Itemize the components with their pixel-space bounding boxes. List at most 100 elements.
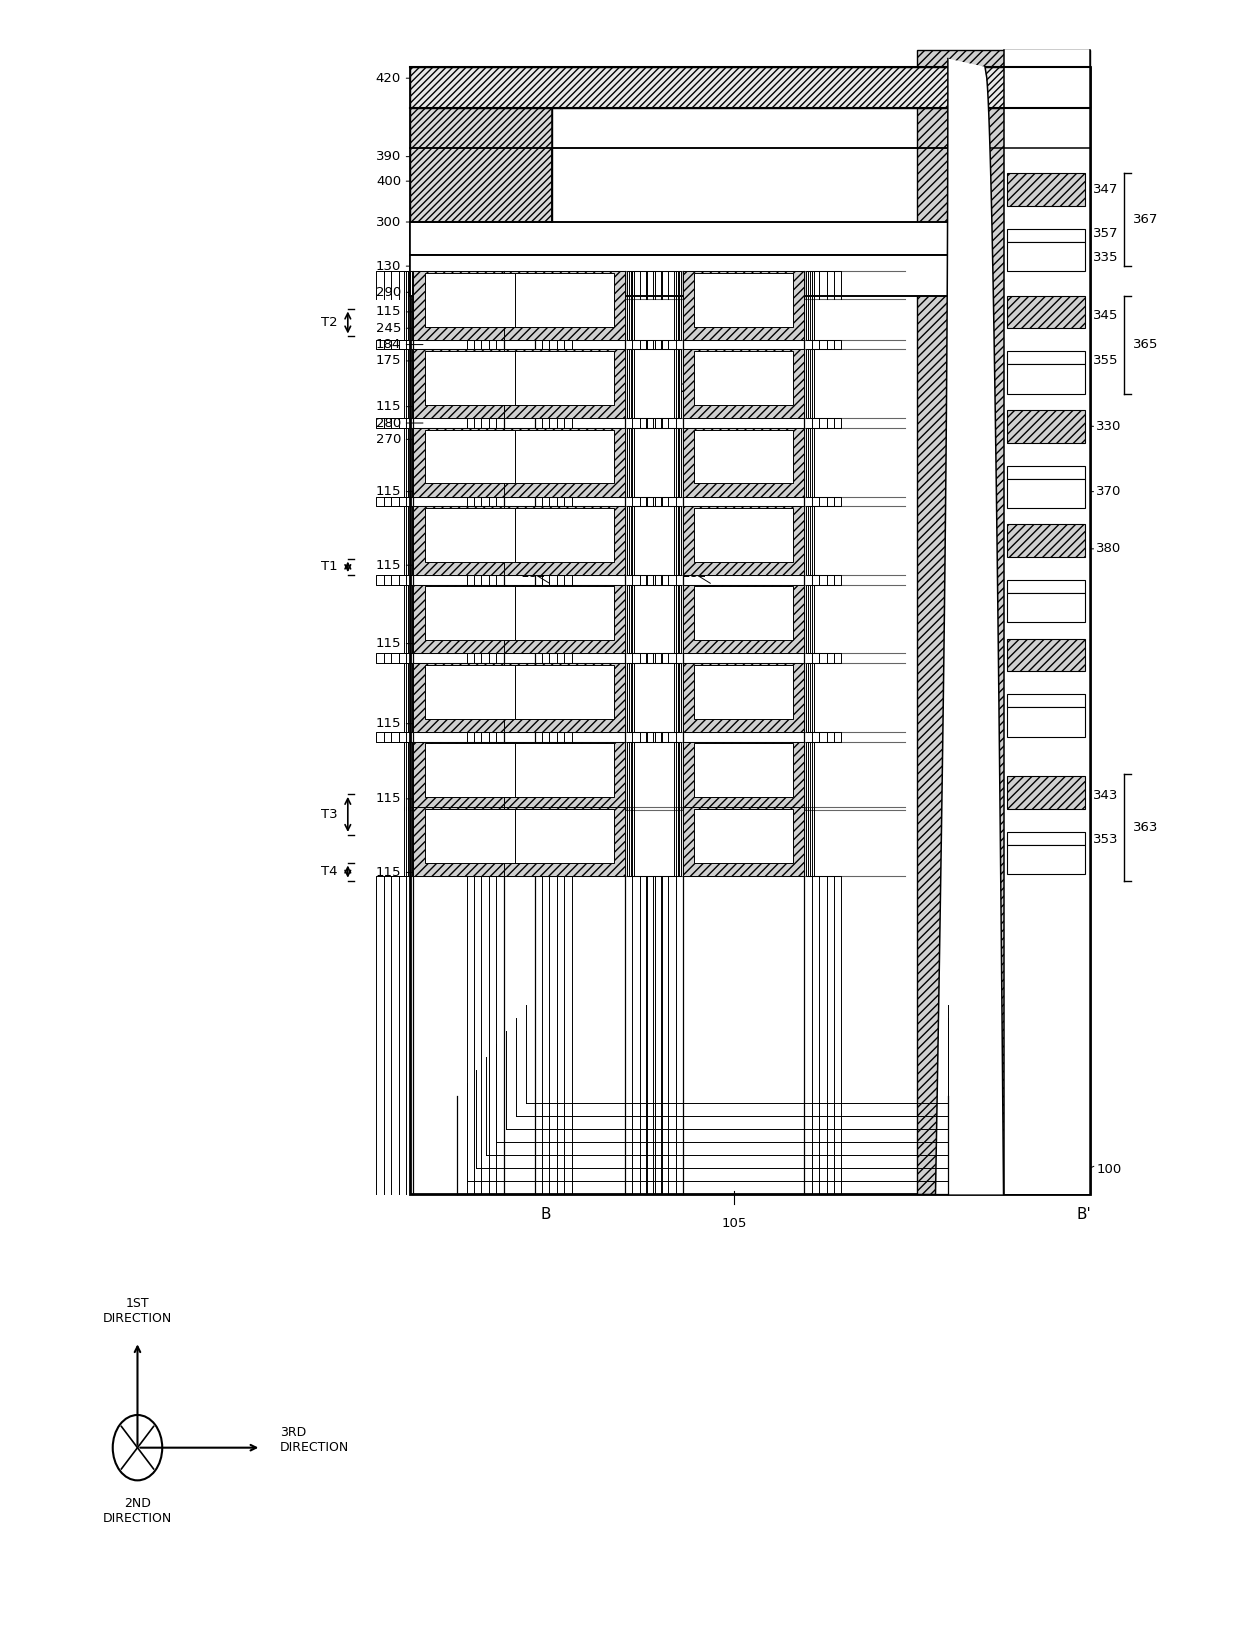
Text: T1: T1 (321, 560, 339, 573)
Bar (694, 273, 794, 327)
Text: 115: 115 (376, 558, 401, 571)
Bar (1007, 579, 1085, 593)
Bar (552, 149, 954, 223)
Bar (1003, 51, 1090, 1195)
Text: T2: T2 (321, 316, 339, 329)
Text: 115: 115 (376, 399, 401, 413)
Bar (424, 743, 523, 797)
Text: 175: 175 (376, 355, 401, 367)
Bar (1007, 409, 1085, 442)
Bar (683, 349, 805, 417)
Bar (409, 255, 954, 296)
Bar (1007, 832, 1085, 845)
Bar (515, 665, 614, 719)
Bar (503, 584, 625, 653)
Bar (1007, 478, 1085, 507)
Bar (694, 507, 794, 561)
Text: 115: 115 (376, 717, 401, 730)
Text: 1ST
DIRECTION: 1ST DIRECTION (103, 1297, 172, 1324)
Text: 390: 390 (376, 151, 401, 164)
Text: 3RD
DIRECTION: 3RD DIRECTION (280, 1426, 348, 1454)
Bar (413, 506, 534, 575)
Bar (683, 742, 805, 810)
Bar (683, 272, 805, 339)
Bar (409, 108, 552, 223)
Text: 343: 343 (1092, 789, 1118, 802)
Text: 270: 270 (376, 432, 401, 445)
Bar (1007, 174, 1085, 206)
Bar (424, 665, 523, 719)
Bar (515, 507, 614, 561)
Text: 182: 182 (521, 566, 546, 579)
Bar (683, 807, 805, 876)
Bar (503, 807, 625, 876)
Bar (515, 429, 614, 483)
Bar (694, 350, 794, 404)
Bar (916, 51, 1090, 1195)
Text: 115: 115 (376, 306, 401, 318)
Text: 365: 365 (1133, 339, 1159, 350)
Text: 100: 100 (1096, 1164, 1122, 1177)
Bar (1007, 638, 1085, 671)
Bar (515, 809, 614, 863)
Bar (503, 506, 625, 575)
Text: 105: 105 (722, 1218, 746, 1231)
Bar (515, 586, 614, 640)
Bar (694, 743, 794, 797)
Bar (683, 663, 805, 732)
Text: 370: 370 (1096, 485, 1122, 498)
Bar (1007, 707, 1085, 737)
Bar (683, 584, 805, 653)
Text: 186: 186 (521, 796, 546, 809)
Bar (694, 586, 794, 640)
Bar (1007, 845, 1085, 874)
Text: 2ND
DIRECTION: 2ND DIRECTION (103, 1496, 172, 1524)
Bar (1007, 296, 1085, 329)
Polygon shape (935, 59, 1003, 1195)
Bar (694, 429, 794, 483)
Text: 347: 347 (1092, 183, 1118, 196)
Bar (424, 429, 523, 483)
Text: 130: 130 (376, 260, 401, 273)
Bar (1007, 593, 1085, 622)
Bar (1007, 242, 1085, 272)
Bar (413, 272, 534, 339)
Bar (424, 586, 523, 640)
Text: 290: 290 (376, 286, 401, 300)
Bar (413, 807, 534, 876)
Bar (409, 223, 954, 255)
Text: 280: 280 (376, 416, 401, 429)
Text: 335: 335 (1092, 252, 1118, 265)
Bar (503, 272, 625, 339)
Text: 355: 355 (1092, 355, 1118, 367)
Text: 367: 367 (1133, 213, 1159, 226)
Bar (694, 809, 794, 863)
Text: 353: 353 (1092, 833, 1118, 846)
Text: 115: 115 (376, 637, 401, 650)
Bar (424, 809, 523, 863)
Text: T4: T4 (321, 864, 339, 877)
Text: 357: 357 (1092, 228, 1118, 241)
Bar (515, 273, 614, 327)
Text: B: B (541, 1208, 551, 1223)
Bar (503, 742, 625, 810)
Text: 232: 232 (521, 381, 546, 395)
Bar (1007, 363, 1085, 393)
Text: 400: 400 (376, 175, 401, 188)
Bar (1007, 465, 1085, 478)
Bar (515, 350, 614, 404)
Bar (694, 665, 794, 719)
Text: 186: 186 (682, 796, 707, 809)
Text: 300: 300 (376, 216, 401, 229)
Text: 115: 115 (376, 485, 401, 498)
Bar (1007, 229, 1085, 242)
Text: 115: 115 (376, 792, 401, 805)
Text: B': B' (1076, 1208, 1091, 1223)
Text: 330: 330 (1096, 419, 1122, 432)
Bar (1007, 524, 1085, 557)
Text: 345: 345 (1092, 309, 1118, 321)
Bar (503, 427, 625, 496)
Bar (1007, 776, 1085, 809)
Text: 115: 115 (376, 866, 401, 879)
Bar (409, 67, 1090, 1195)
